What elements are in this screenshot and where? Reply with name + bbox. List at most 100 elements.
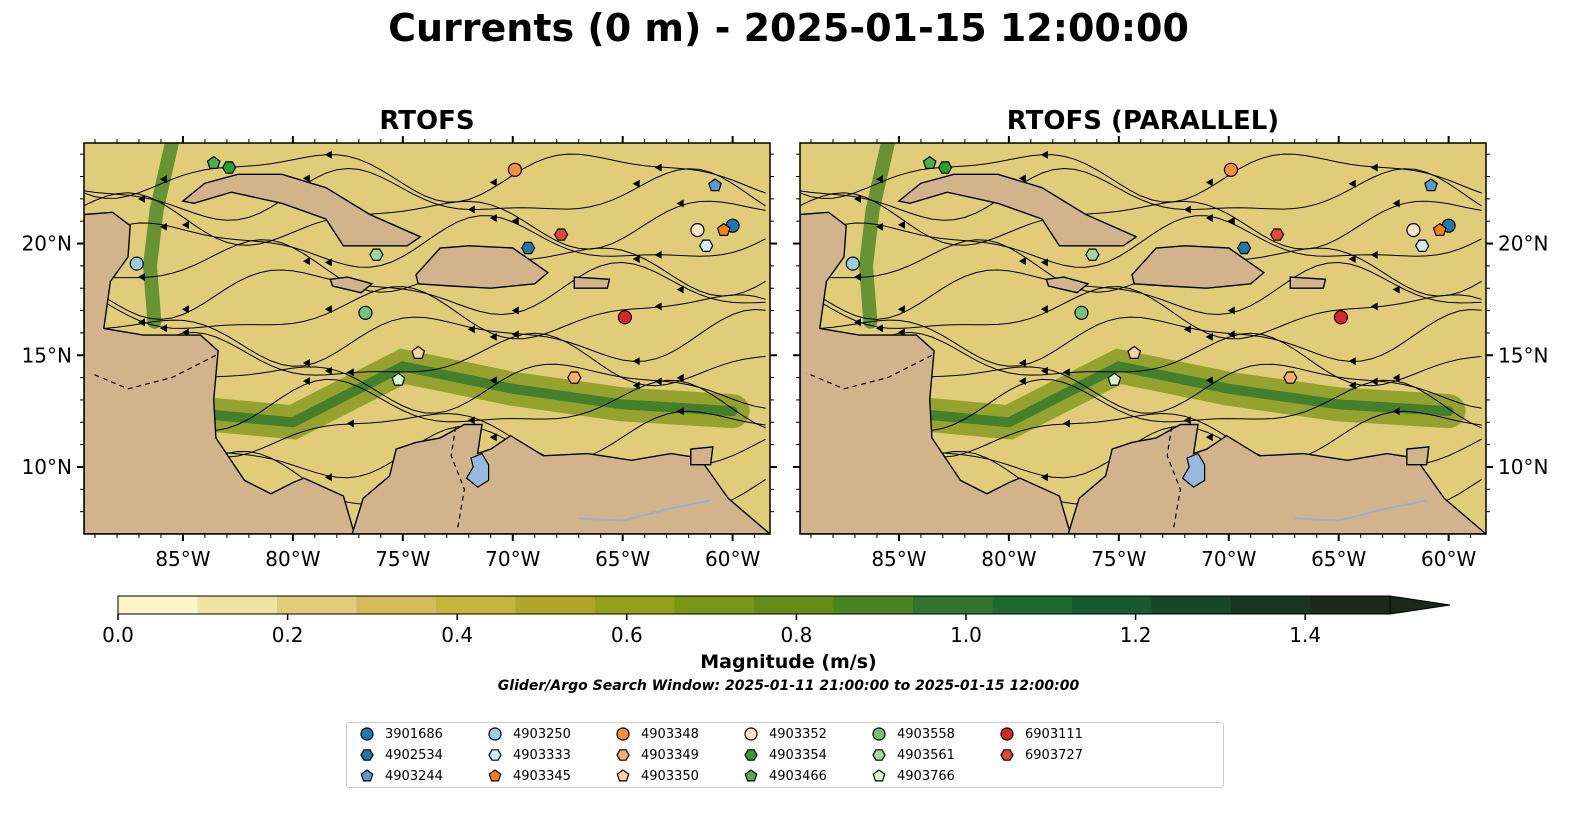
streamline-arrow	[632, 179, 640, 188]
legend-marker-pentagon-icon	[488, 769, 502, 782]
streamline-arrow	[511, 216, 519, 225]
colorbar	[117, 595, 1391, 615]
float-4903352	[690, 223, 705, 238]
float-4903348	[507, 162, 523, 177]
legend-item: 4903333	[487, 747, 571, 763]
streamline-arrow	[1183, 416, 1191, 425]
float-6903727	[553, 228, 569, 241]
streamline-arrow	[302, 257, 310, 266]
streamline-arrow	[324, 473, 332, 482]
streamline	[84, 308, 766, 367]
legend-marker	[1000, 727, 1014, 741]
legend-label: 4903766	[897, 768, 955, 784]
streamline-arrow	[511, 306, 519, 315]
legend-item: 4902534	[359, 747, 443, 763]
streamline-arrow	[1018, 358, 1026, 367]
legend-label: 4903345	[513, 768, 571, 784]
colorbar-tick-label: 1.4	[1289, 623, 1321, 647]
streamline	[800, 192, 1482, 250]
streamline-arrow	[853, 318, 861, 327]
streamline-arrow	[489, 214, 497, 223]
streamline-arrow	[1370, 302, 1378, 311]
legend-label: 6903111	[1025, 726, 1083, 742]
float-4902534	[520, 241, 536, 255]
streamline-arrow	[875, 175, 883, 184]
streamline-arrow	[1205, 178, 1213, 187]
lon-tick-label: 80°W	[265, 547, 320, 571]
legend-label: 4902534	[385, 747, 443, 763]
lat-tick-label: 15°N	[1498, 343, 1548, 367]
streamline-arrow	[1348, 255, 1356, 264]
streamline-arrow	[489, 433, 497, 442]
float-4903466	[922, 155, 937, 169]
colorbar-tick-label: 0.6	[611, 623, 643, 647]
float-4903250	[129, 256, 144, 271]
legend-marker	[488, 727, 502, 741]
legend-item: 4903766	[871, 768, 955, 784]
streamline-arrow	[1183, 325, 1191, 334]
legend-label: 4903561	[897, 747, 955, 763]
streamline-arrow	[875, 324, 883, 333]
central-america	[800, 211, 1072, 534]
streamline-arrow	[1370, 163, 1378, 172]
float-4903354	[937, 161, 953, 174]
streamline-arrow	[137, 194, 145, 203]
streamline	[84, 153, 766, 203]
streamline-arrow	[302, 174, 310, 183]
legend-marker	[1000, 749, 1014, 761]
streamline-arrow	[897, 328, 905, 337]
puerto-rico	[573, 276, 611, 289]
streamline-arrow	[1348, 357, 1356, 366]
lon-tick-label: 60°W	[705, 547, 760, 571]
country-border	[1166, 426, 1182, 528]
float-4903561	[369, 248, 384, 261]
streamline-arrow	[632, 357, 640, 366]
streamline	[800, 331, 1482, 387]
streamline-arrow	[1370, 377, 1378, 386]
colorbar-extend-arrow	[1389, 595, 1451, 615]
streamline-arrow	[467, 205, 475, 214]
lon-tick-label: 70°W	[1201, 547, 1256, 571]
streamline-arrow	[1018, 377, 1026, 386]
float-4903345	[716, 222, 731, 236]
colorbar-tick-label: 0.0	[102, 623, 134, 647]
figure-title: Currents (0 m) - 2025-01-15 12:00:00	[388, 6, 1189, 50]
streamline-arrow	[1392, 373, 1400, 382]
lake-maracaibo	[465, 452, 490, 488]
central-america	[84, 211, 356, 534]
streamline-arrow	[875, 222, 883, 231]
legend-item: 4903348	[615, 726, 699, 742]
legend: 3901686 4902534 4903244 4903250 4903333 49033…	[346, 722, 1224, 788]
streamline-arrow	[467, 325, 475, 334]
river	[1294, 499, 1427, 522]
streamline	[84, 331, 766, 387]
float-4903350	[1127, 345, 1142, 359]
legend-marker-hexagon-icon	[872, 749, 886, 761]
streamline-arrow	[632, 255, 640, 264]
legend-marker	[872, 727, 886, 741]
streamline-arrow	[1392, 199, 1400, 208]
streamline-arrow	[1040, 150, 1048, 159]
jamaica	[1045, 276, 1090, 294]
legend-label: 4903350	[641, 768, 699, 784]
streamline	[84, 167, 766, 221]
lat-tick-label: 10°N	[1498, 455, 1548, 479]
cuba	[181, 173, 422, 247]
legend-marker-circle-icon	[872, 727, 886, 741]
streamline	[800, 261, 1482, 320]
float-6903727	[1269, 228, 1285, 241]
lon-tick-label: 60°W	[1421, 547, 1476, 571]
legend-label: 4903244	[385, 768, 443, 784]
float-4903345	[1432, 222, 1447, 236]
jamaica	[329, 276, 374, 294]
streamline-arrow	[853, 194, 861, 203]
lat-tick-label: 10°N	[22, 455, 72, 479]
legend-label: 6903727	[1025, 747, 1083, 763]
panel-title-left: RTOFS	[379, 106, 475, 136]
float-4903558	[358, 305, 373, 320]
legend-item: 4903244	[359, 768, 443, 784]
streamline-arrow	[324, 150, 332, 159]
float-4903250	[845, 256, 860, 271]
current-jet-core	[882, 361, 1454, 428]
streamline-arrow	[1205, 376, 1213, 385]
